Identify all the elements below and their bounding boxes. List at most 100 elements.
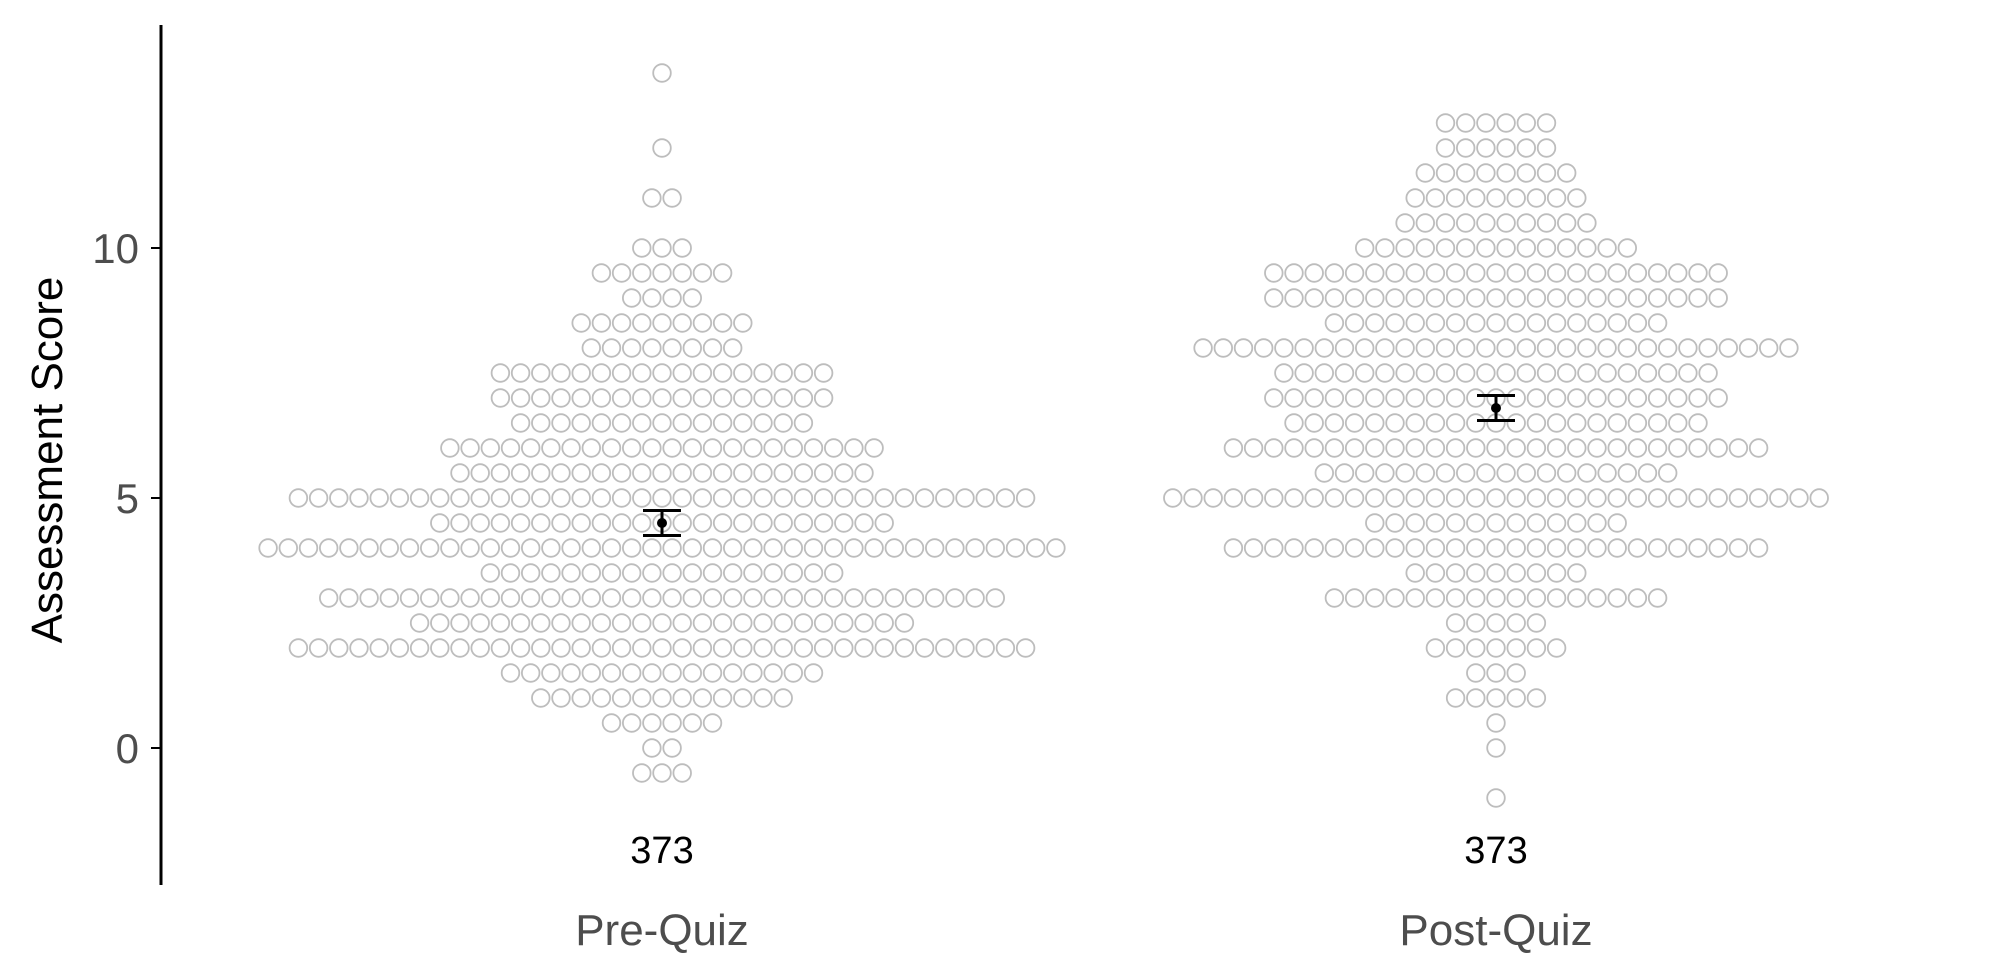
- data-dot: [470, 488, 490, 508]
- data-dot: [1344, 388, 1365, 408]
- data-dot: [1243, 538, 1264, 558]
- data-dot: [1728, 438, 1749, 458]
- data-dot: [1678, 363, 1698, 383]
- data-dot: [622, 713, 642, 733]
- data-dot: [480, 538, 501, 558]
- data-dot: [662, 738, 682, 758]
- data-dot: [904, 538, 925, 558]
- data-dot: [1445, 288, 1466, 308]
- error-bars: [643, 394, 1515, 537]
- data-dot: [662, 338, 682, 358]
- data-dot: [1405, 263, 1425, 283]
- data-dot: [834, 463, 854, 483]
- data-dot: [743, 663, 763, 683]
- data-dot: [1304, 538, 1324, 558]
- data-dot: [1567, 563, 1587, 583]
- data-dot: [349, 638, 369, 658]
- data-dot: [430, 638, 450, 658]
- data-dot: [632, 613, 652, 633]
- data-dot: [409, 488, 430, 508]
- data-dot: [723, 338, 743, 358]
- data-dot: [409, 638, 430, 658]
- data-dot: [510, 638, 531, 658]
- data-dot: [1496, 213, 1516, 233]
- data-dot: [1536, 463, 1557, 483]
- data-dot: [1365, 438, 1385, 458]
- data-dot: [571, 488, 591, 508]
- data-dot: [521, 588, 541, 608]
- data-dot: [611, 488, 632, 508]
- data-dot: [1486, 488, 1506, 508]
- data-dot: [1425, 538, 1446, 558]
- data-dot: [632, 263, 652, 283]
- data-dot: [1496, 338, 1516, 358]
- data-dot: [1354, 363, 1375, 383]
- data-dot: [925, 538, 945, 558]
- data-dot: [813, 613, 834, 633]
- data-dot: [904, 588, 925, 608]
- data-dot: [1546, 438, 1567, 458]
- data-dot: [723, 588, 743, 608]
- data-dot: [813, 363, 834, 383]
- data-dot: [1445, 388, 1466, 408]
- data-dot: [702, 438, 723, 458]
- data-dot: [500, 663, 521, 683]
- data-dot: [531, 613, 551, 633]
- data-dot: [1314, 338, 1335, 358]
- data-dot: [1405, 188, 1425, 208]
- data-dot: [1385, 538, 1405, 558]
- data-dot: [712, 463, 733, 483]
- data-dot: [1567, 488, 1587, 508]
- data-dot: [753, 638, 773, 658]
- data-dot: [611, 688, 632, 708]
- data-dot: [793, 613, 814, 633]
- data-dot: [1425, 488, 1446, 508]
- data-dot: [1445, 588, 1466, 608]
- data-dot: [622, 438, 642, 458]
- data-dot: [510, 413, 531, 433]
- data-dot: [1668, 438, 1688, 458]
- data-dot: [1607, 288, 1627, 308]
- data-dot: [712, 313, 733, 333]
- data-dot: [450, 463, 470, 483]
- data-dot: [965, 538, 985, 558]
- data-dot: [561, 663, 581, 683]
- data-dot: [1688, 488, 1708, 508]
- data-dot: [834, 488, 854, 508]
- data-dot: [1506, 438, 1526, 458]
- data-dot: [470, 638, 490, 658]
- data-dot: [682, 288, 703, 308]
- data-dot: [1506, 588, 1526, 608]
- data-dot: [1284, 488, 1304, 508]
- data-dot: [551, 363, 571, 383]
- data-dot: [1223, 438, 1244, 458]
- data-dot: [1435, 138, 1456, 158]
- data-dot: [460, 538, 480, 558]
- data-dot: [1304, 413, 1324, 433]
- data-dot: [1324, 288, 1345, 308]
- data-dot: [733, 513, 753, 533]
- data-dot: [1597, 463, 1617, 483]
- data-dot: [1284, 413, 1304, 433]
- data-dot: [1587, 388, 1607, 408]
- data-dot: [1385, 488, 1405, 508]
- data-dot: [1496, 138, 1516, 158]
- data-dot: [531, 413, 551, 433]
- data-dot: [1365, 538, 1385, 558]
- data-dot: [1445, 413, 1466, 433]
- data-dot: [1344, 313, 1365, 333]
- data-dot: [652, 638, 672, 658]
- data-dot: [884, 588, 905, 608]
- data-dot: [763, 538, 783, 558]
- data-dot: [1536, 338, 1557, 358]
- data-dot: [1556, 213, 1577, 233]
- data-dot: [632, 313, 652, 333]
- data-dot: [1526, 588, 1547, 608]
- data-dot: [1486, 188, 1506, 208]
- data-dot: [632, 513, 652, 533]
- data-dot: [1647, 288, 1668, 308]
- data-dot: [1344, 288, 1365, 308]
- data-dot: [1506, 613, 1526, 633]
- data-dot: [803, 663, 824, 683]
- data-dot: [753, 488, 773, 508]
